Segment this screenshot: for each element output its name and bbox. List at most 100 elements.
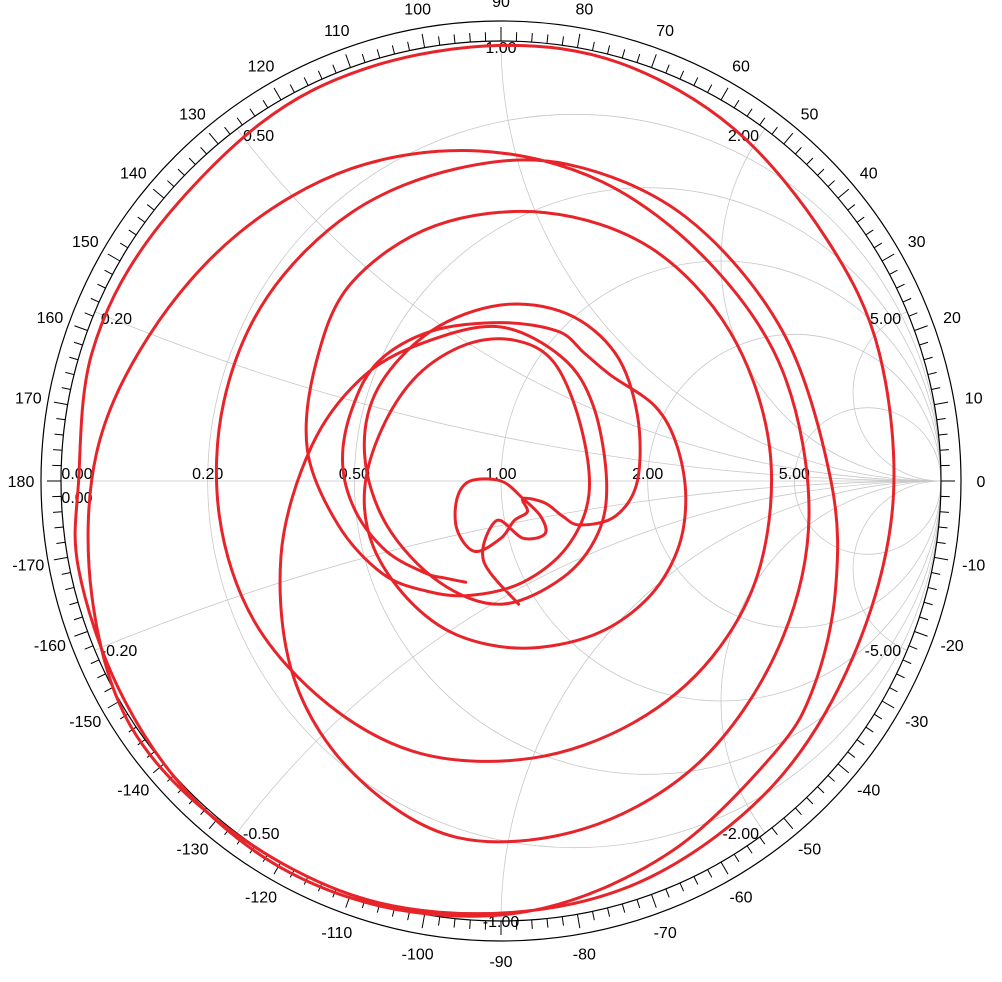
angle-tick [938, 433, 948, 436]
angle-tick [919, 616, 929, 621]
angle-tick [65, 371, 75, 376]
angle-tick [931, 387, 941, 391]
angle-tick [438, 916, 441, 926]
angle-tick [224, 126, 231, 135]
angle-tick [576, 33, 581, 48]
grid-value-label: 5.00 [870, 311, 901, 328]
angle-tick [332, 64, 337, 74]
resistance-circle-0.5 [353, 187, 941, 775]
angle-tick [938, 526, 948, 529]
angle-tick [896, 283, 905, 289]
angle-tick [591, 911, 595, 921]
angle-tick [546, 34, 549, 44]
angle-tick [621, 903, 626, 913]
angle-tick [74, 631, 88, 637]
angle-label: -120 [245, 890, 277, 907]
angle-label: 140 [120, 165, 147, 182]
angle-tick [746, 845, 753, 854]
angle-tick [914, 325, 928, 331]
angle-tick [720, 861, 729, 875]
angle-label: 70 [656, 23, 674, 40]
angle-tick [97, 283, 106, 289]
angle-tick [665, 888, 670, 898]
angle-label: -160 [34, 638, 66, 655]
angle-tick [923, 601, 933, 606]
angle-tick [896, 673, 905, 679]
angle-tick [262, 99, 269, 109]
angle-tick [453, 34, 456, 44]
angle-tick [795, 807, 802, 816]
grid-value-label: 0.20 [192, 466, 223, 483]
angle-tick [166, 180, 175, 187]
angle-tick [73, 616, 83, 621]
angle-tick [407, 41, 411, 51]
angle-tick [137, 216, 146, 223]
angle-tick [873, 713, 883, 720]
angle-tick [54, 526, 64, 529]
angle-tick [856, 739, 865, 746]
reactance-arc--2 [720, 480, 941, 921]
angle-label: -130 [176, 842, 208, 859]
grid-value-label: 0.50 [339, 466, 370, 483]
grid-value-label: 0.00 [61, 466, 92, 483]
angle-tick [236, 117, 243, 126]
grid-value-label: 1.00 [485, 40, 516, 57]
angle-tick [873, 242, 883, 249]
angle-tick [927, 371, 937, 376]
angle-tick [837, 763, 850, 774]
angle-tick [939, 449, 949, 451]
angle-tick [576, 914, 581, 929]
angle-labels: 0 10 20 30 40 50 60 70 80 90 100 110 120 130 140 150 160… [8, 0, 986, 971]
grid-labels: 0.00 0.20 0.50 1.00 2.00 5.000.200.501.002.00… [61, 40, 901, 931]
angle-tick [361, 53, 366, 63]
angle-tick [84, 645, 94, 650]
angle-tick [651, 54, 657, 68]
angle-label: 20 [943, 310, 961, 327]
angle-tick [771, 126, 778, 135]
angle-tick [74, 325, 88, 331]
angle-tick [421, 33, 426, 48]
angle-tick [469, 33, 471, 43]
trace-0 [73, 43, 896, 918]
angle-tick [53, 401, 68, 406]
angle-tick [69, 601, 79, 606]
angle-label: 50 [801, 106, 819, 123]
angle-tick [438, 36, 441, 46]
angle-label: -140 [117, 783, 149, 800]
angle-tick [783, 132, 794, 145]
angle-tick [817, 168, 825, 176]
resistance-circle-5 [793, 407, 941, 555]
angle-tick [97, 673, 106, 679]
angle-label: 110 [324, 23, 350, 40]
angle-label: 10 [965, 391, 983, 408]
outer-ring [40, 20, 962, 942]
angle-tick [531, 33, 533, 43]
angle-tick [856, 216, 865, 223]
angle-tick [621, 49, 626, 59]
angle-tick [69, 356, 79, 361]
angle-label: -90 [489, 954, 512, 971]
grid-value-label: 0.50 [243, 128, 274, 145]
angle-tick [56, 418, 66, 421]
angle-tick [759, 117, 766, 126]
angle-tick [827, 180, 836, 187]
angle-tick [881, 253, 895, 262]
angle-tick [939, 511, 949, 513]
reactance-arc-5 [852, 304, 941, 482]
angle-tick [606, 907, 611, 917]
angle-label: -150 [69, 714, 101, 731]
angle-label: 100 [404, 1, 431, 18]
angle-tick [289, 84, 295, 93]
angle-tick [665, 64, 670, 74]
reactance-arc-0.5 [61, 41, 941, 482]
angle-tick [679, 70, 685, 80]
angle-tick [636, 53, 641, 63]
angle-label: 80 [575, 1, 593, 18]
angle-tick [847, 204, 856, 211]
angle-tick [923, 356, 933, 361]
angle-tick [847, 751, 856, 758]
grid-value-label: 0.20 [101, 311, 132, 328]
angle-tick [208, 132, 219, 145]
